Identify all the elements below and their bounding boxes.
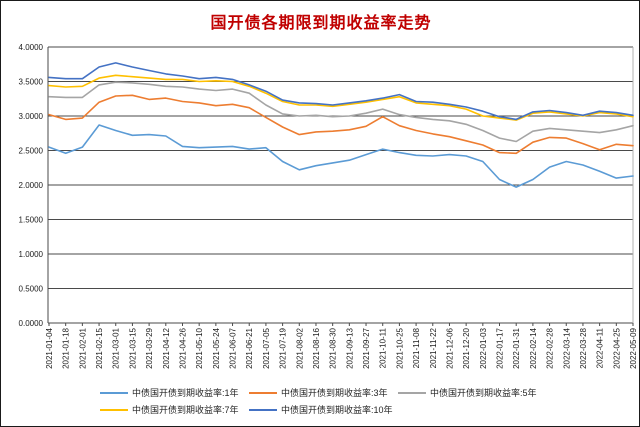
x-axis-tick-label: 2021-08-16 bbox=[312, 327, 321, 368]
legend-label: 中债国开债到期收益率:7年 bbox=[132, 405, 239, 415]
x-axis-tick-label: 2022-04-11 bbox=[596, 327, 605, 368]
x-axis-tick-label: 2021-11-08 bbox=[412, 327, 421, 368]
x-axis-tick-label: 2021-05-24 bbox=[212, 327, 221, 368]
x-axis-tick-label: 2022-01-03 bbox=[479, 327, 488, 368]
series-line-3年 bbox=[48, 94, 634, 155]
x-axis-tick-label: 2022-03-28 bbox=[579, 327, 588, 368]
x-axis-tick-label: 2022-04-25 bbox=[612, 327, 621, 368]
x-axis-tick-label: 2021-04-12 bbox=[162, 327, 171, 368]
x-axis-tick-label: 2022-02-28 bbox=[546, 327, 555, 368]
x-axis-tick-label: 2021-01-04 bbox=[45, 327, 54, 368]
series-line-10年 bbox=[48, 62, 634, 121]
legend-line-swatch bbox=[249, 408, 277, 411]
chart-legend: 中债国开债到期收益率:1年 中债国开债到期收益率:3年 中债国开债到期收益率:5年中… bbox=[100, 384, 570, 418]
legend-label: 中债国开债到期收益率:3年 bbox=[281, 388, 388, 398]
x-axis-tick-label: 2021-03-15 bbox=[128, 327, 137, 368]
chart-title: 国开债各期限到期收益率走势 bbox=[210, 15, 432, 32]
x-axis-tick-label: 2021-11-22 bbox=[429, 327, 438, 368]
x-axis-tick-label: 2021-08-02 bbox=[295, 327, 304, 368]
legend-item: 中债国开债到期收益率:10年 bbox=[249, 401, 398, 418]
legend-line-swatch bbox=[100, 408, 128, 411]
x-axis-tick-label: 2022-02-14 bbox=[529, 327, 538, 368]
x-axis-tick-label: 2021-06-07 bbox=[229, 327, 238, 368]
x-axis-tick-label: 2021-02-15 bbox=[95, 327, 104, 368]
y-axis-tick-label: 0.5000 bbox=[19, 285, 44, 294]
x-axis-tick-label: 2021-08-30 bbox=[329, 327, 338, 368]
x-axis-tick-label: 2021-03-29 bbox=[145, 327, 154, 368]
x-axis-tick-label: 2022-01-17 bbox=[496, 327, 505, 368]
x-axis-tick-label: 2021-02-01 bbox=[78, 327, 87, 368]
y-axis-tick-label: 3.0000 bbox=[19, 112, 44, 121]
x-axis-tick-label: 2021-09-13 bbox=[345, 327, 354, 368]
legend-item: 中债国开债到期收益率:1年 bbox=[100, 384, 249, 401]
x-axis-tick-label: 2022-03-14 bbox=[562, 327, 571, 368]
y-axis-tick-label: 2.0000 bbox=[19, 181, 44, 190]
x-axis-tick-label: 2021-06-21 bbox=[245, 327, 254, 368]
x-axis-tick-label: 2021-04-26 bbox=[178, 327, 187, 368]
legend-label: 中债国开债到期收益率:10年 bbox=[281, 405, 393, 415]
legend-label: 中债国开债到期收益率:1年 bbox=[132, 388, 239, 398]
legend-label: 中债国开债到期收益率:5年 bbox=[430, 388, 537, 398]
x-axis-tick-label: 2021-01-18 bbox=[62, 327, 71, 368]
series-line-7年 bbox=[48, 74, 634, 121]
y-axis-tick-label: 3.5000 bbox=[19, 78, 44, 87]
legend-item: 中债国开债到期收益率:5年 bbox=[398, 384, 547, 401]
x-axis-tick-label: 2021-10-11 bbox=[379, 327, 388, 368]
x-axis-tick-label: 2022-01-31 bbox=[512, 327, 521, 368]
series-line-1年 bbox=[48, 124, 634, 188]
y-axis-tick-label: 0.0000 bbox=[19, 319, 44, 328]
series-line-5年 bbox=[48, 81, 634, 143]
legend-line-swatch bbox=[249, 391, 277, 394]
x-axis-tick-label: 2021-10-25 bbox=[395, 327, 404, 368]
legend-line-swatch bbox=[398, 391, 426, 394]
legend-item: 中债国开债到期收益率:3年 bbox=[249, 384, 398, 401]
legend-line-swatch bbox=[100, 391, 128, 394]
x-axis-tick-label: 2021-07-05 bbox=[262, 327, 271, 368]
x-axis-tick-label: 2021-12-20 bbox=[462, 327, 471, 368]
x-axis-tick-label: 2021-05-10 bbox=[195, 327, 204, 368]
y-axis-tick-label: 1.5000 bbox=[19, 216, 44, 225]
x-axis-tick-label: 2021-07-19 bbox=[279, 327, 288, 368]
y-axis-tick-label: 1.0000 bbox=[19, 250, 44, 259]
legend-item: 中债国开债到期收益率:7年 bbox=[100, 401, 249, 418]
y-axis-tick-label: 4.0000 bbox=[19, 43, 44, 52]
x-axis-tick-label: 2021-12-06 bbox=[445, 327, 454, 368]
x-axis-tick-label: 2021-03-01 bbox=[112, 327, 121, 368]
x-axis-tick-label: 2021-09-27 bbox=[362, 327, 371, 368]
x-axis-tick-label: 2022-05-09 bbox=[629, 327, 638, 368]
y-axis-tick-label: 2.5000 bbox=[19, 147, 44, 156]
